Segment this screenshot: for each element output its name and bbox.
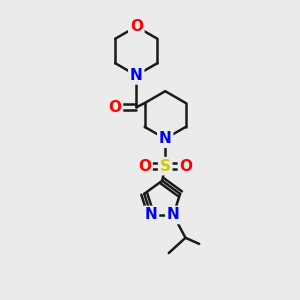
Text: N: N xyxy=(167,208,180,223)
Text: N: N xyxy=(145,208,158,223)
Text: O: O xyxy=(109,100,122,115)
Text: S: S xyxy=(160,159,171,174)
Text: O: O xyxy=(130,19,143,34)
Text: N: N xyxy=(159,131,172,146)
Text: O: O xyxy=(179,159,193,174)
Text: N: N xyxy=(130,68,143,83)
Text: O: O xyxy=(138,159,151,174)
